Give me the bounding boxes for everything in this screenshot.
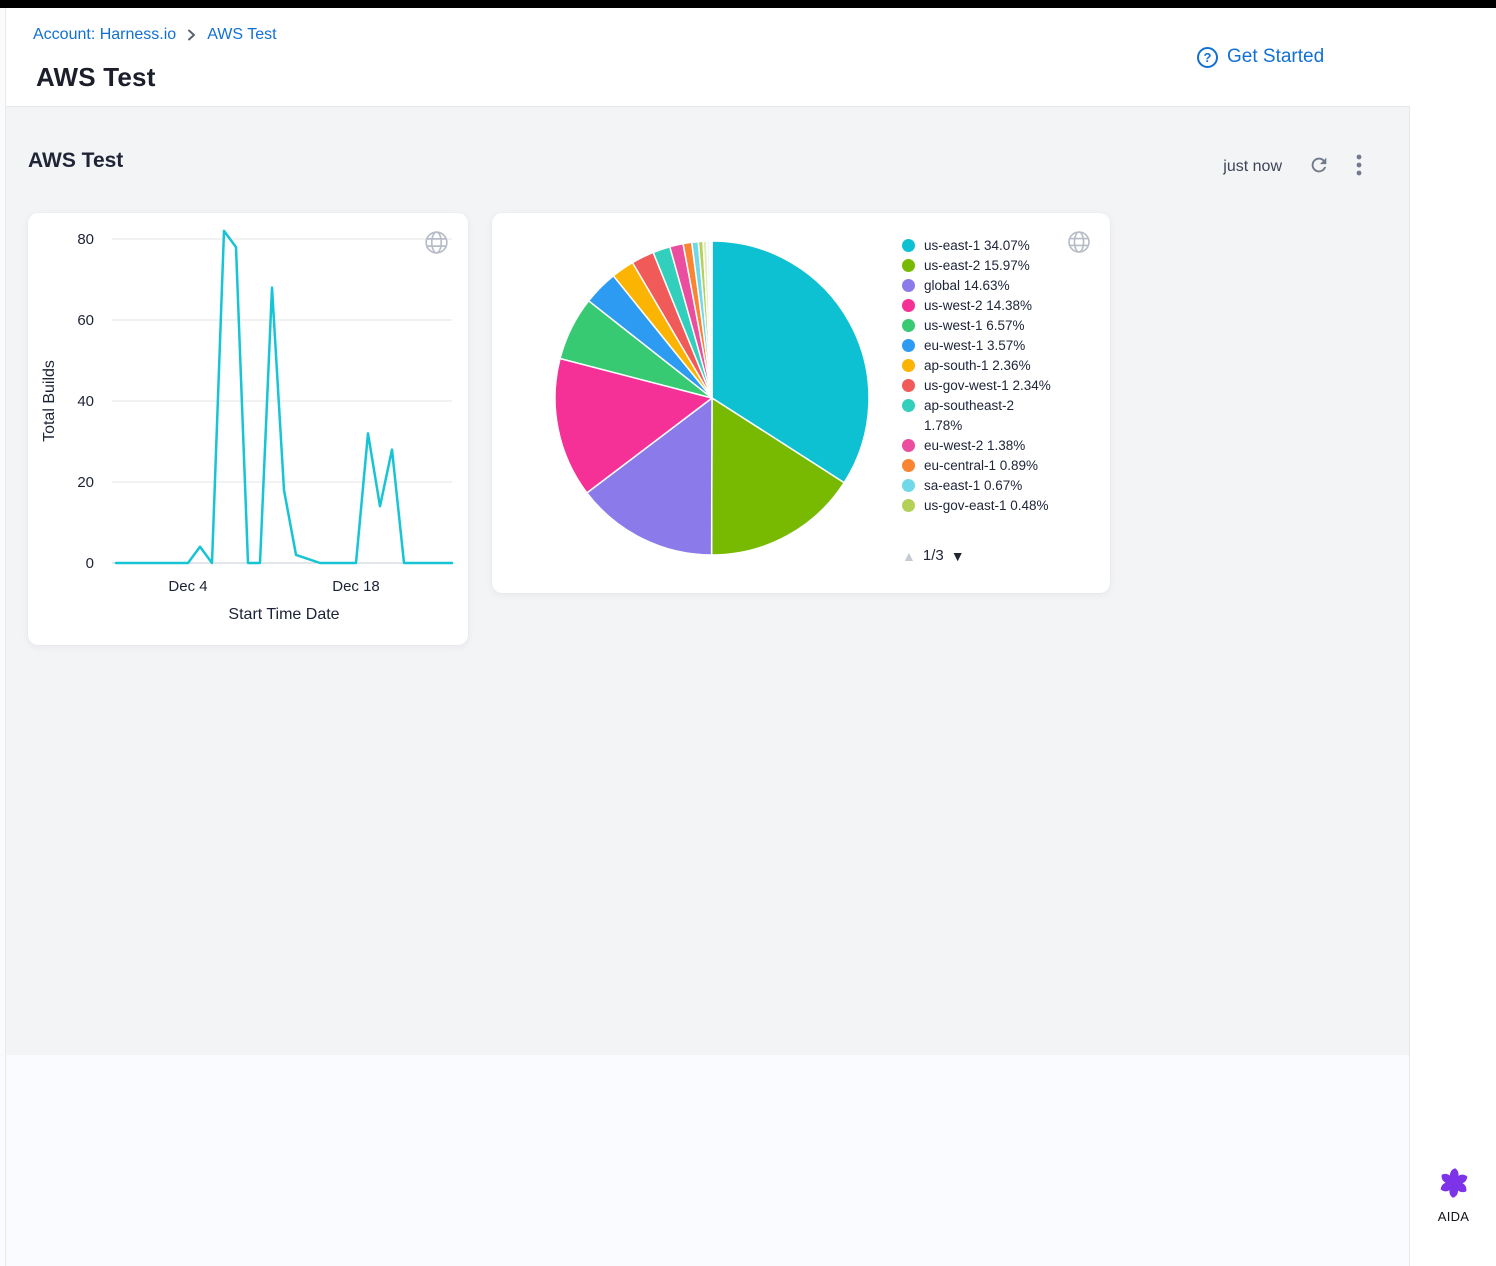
legend-label: eu-west-2 1.38% — [924, 438, 1026, 453]
legend-label: eu-central-1 0.89% — [924, 458, 1039, 473]
legend-item[interactable]: us-gov-east-1 0.48% — [902, 496, 1070, 516]
breadcrumb-current-link[interactable]: AWS Test — [207, 26, 277, 43]
more-options-button[interactable] — [1356, 153, 1362, 180]
legend-pagination: ▲ 1/3 ▼ — [902, 547, 965, 564]
legend-item[interactable]: eu-central-1 0.89% — [902, 456, 1070, 476]
legend-label: eu-west-1 3.57% — [924, 338, 1026, 353]
get-started-link[interactable]: ? Get Started — [1197, 46, 1324, 68]
svg-text:Dec 18: Dec 18 — [332, 578, 380, 595]
refresh-button[interactable] — [1308, 154, 1330, 179]
collapsed-left-nav-edge — [0, 8, 6, 1266]
legend-dot — [902, 319, 915, 332]
legend-label: ap-southeast-2 1.78% — [924, 398, 1015, 433]
globe-icon[interactable] — [423, 229, 450, 261]
svg-text:Dec 4: Dec 4 — [168, 578, 207, 595]
svg-text:60: 60 — [77, 312, 94, 329]
legend-dot — [902, 259, 915, 272]
total-builds-chart-card: 0 20 40 60 80 Dec 4 Dec 18 Start Time Date Total… — [28, 213, 468, 645]
legend-item[interactable]: us-west-1 6.57% — [902, 316, 1070, 336]
legend-item[interactable]: ap-southeast-2 1.78% — [902, 396, 1070, 436]
legend-dot — [902, 359, 915, 372]
legend-dot — [902, 479, 915, 492]
dashboard-content: AWS Test just now 0 20 40 60 8 — [6, 106, 1410, 1055]
legend-dot — [902, 439, 915, 452]
legend-item[interactable]: sa-east-1 0.67% — [902, 476, 1070, 496]
legend-dot — [902, 399, 915, 412]
page-title: AWS Test — [36, 62, 156, 92]
pie-legend: us-east-1 34.07% us-east-2 15.97% global 1… — [902, 236, 1070, 548]
legend-item[interactable]: ap-south-1 2.36% — [902, 356, 1070, 376]
legend-label: us-east-1 34.07% — [924, 238, 1030, 253]
total-builds-line-chart: 0 20 40 60 80 Dec 4 Dec 18 Start Time Date Total… — [41, 229, 454, 623]
legend-item[interactable]: us-east-1 34.07% — [902, 236, 1070, 256]
breadcrumb: Account: Harness.io AWS Test — [33, 26, 277, 44]
legend-label: us-west-1 6.57% — [924, 318, 1025, 333]
dashboard-title: AWS Test — [28, 149, 124, 172]
svg-text:40: 40 — [77, 393, 94, 410]
refresh-icon — [1308, 154, 1330, 179]
breadcrumb-account-link[interactable]: Account: Harness.io — [33, 26, 177, 43]
legend-dot — [902, 459, 915, 472]
globe-icon[interactable] — [1066, 229, 1092, 260]
legend-label: us-east-2 15.97% — [924, 258, 1030, 273]
last-refresh-timestamp: just now — [1223, 157, 1282, 175]
help-circle-icon: ? — [1197, 46, 1218, 68]
legend-dot — [902, 379, 915, 392]
legend-page-down-icon[interactable]: ▼ — [950, 547, 965, 564]
kebab-menu-icon — [1356, 153, 1362, 180]
svg-text:0: 0 — [86, 555, 94, 572]
legend-label: us-gov-east-1 0.48% — [924, 498, 1049, 513]
legend-item[interactable]: us-gov-west-1 2.34% — [902, 376, 1070, 396]
legend-item[interactable]: eu-west-1 3.57% — [902, 336, 1070, 356]
legend-label: sa-east-1 0.67% — [924, 478, 1023, 493]
chevron-right-icon — [186, 29, 197, 41]
legend-dot — [902, 499, 915, 512]
legend-label: us-west-2 14.38% — [924, 298, 1033, 313]
legend-item[interactable]: us-west-2 14.38% — [902, 296, 1070, 316]
svg-text:Total Builds: Total Builds — [41, 360, 58, 442]
svg-text:Start Time Date: Start Time Date — [228, 606, 339, 623]
legend-item[interactable]: eu-west-2 1.38% — [902, 436, 1070, 456]
legend-item[interactable]: global 14.63% — [902, 276, 1070, 296]
legend-dot — [902, 279, 915, 292]
aida-assistant-button[interactable]: AIDA — [1435, 1164, 1473, 1224]
regions-pie-chart-card: us-east-1 34.07% us-east-2 15.97% global 1… — [492, 213, 1110, 593]
window-top-bar — [0, 0, 1496, 8]
legend-label: us-gov-west-1 2.34% — [924, 378, 1051, 393]
dashboard-toolbar: just now — [1223, 153, 1362, 180]
svg-text:80: 80 — [77, 231, 94, 248]
svg-text:20: 20 — [77, 474, 94, 491]
aida-label: AIDA — [1437, 1209, 1470, 1224]
get-started-label: Get Started — [1227, 46, 1325, 67]
legend-item[interactable]: us-east-2 15.97% — [902, 256, 1070, 276]
legend-dot — [902, 339, 915, 352]
legend-dot — [902, 239, 915, 252]
legend-page-indicator: 1/3 — [922, 547, 944, 564]
content-footer-area — [6, 1055, 1410, 1266]
right-utility-rail: AIDA — [1411, 106, 1496, 1266]
legend-label: ap-south-1 2.36% — [924, 358, 1031, 373]
legend-dot — [902, 299, 915, 312]
aida-flower-icon — [1435, 1164, 1473, 1205]
legend-page-up-icon[interactable]: ▲ — [902, 547, 916, 564]
legend-label: global 14.63% — [924, 278, 1010, 293]
